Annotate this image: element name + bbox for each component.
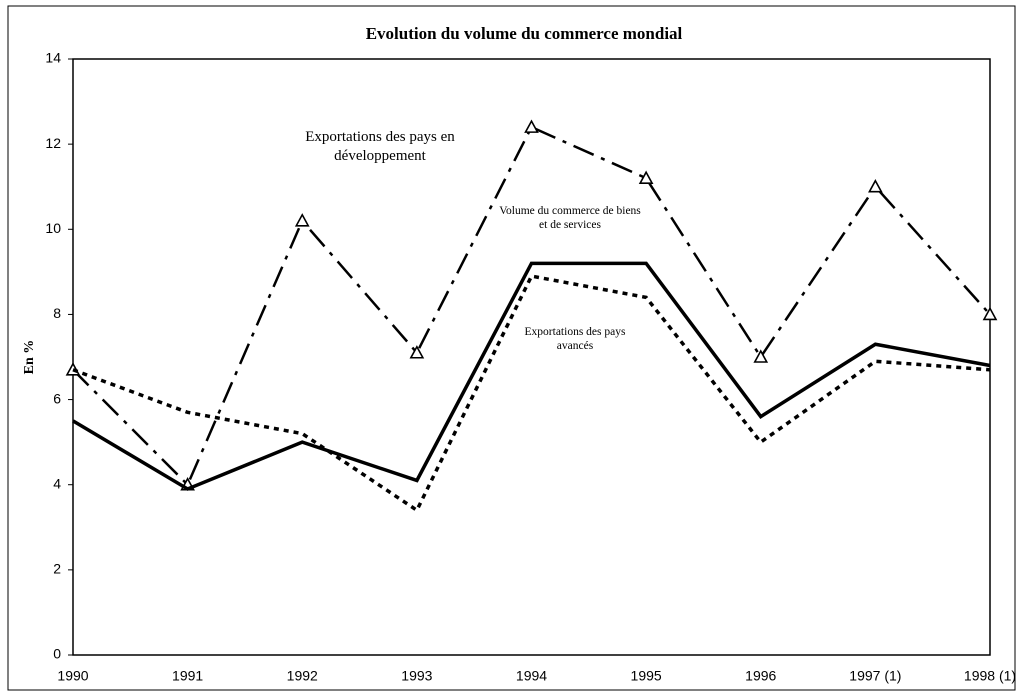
series-line: [72, 261, 991, 491]
triangle-marker: [638, 170, 654, 184]
y-tick-label: 2: [53, 561, 61, 577]
x-tick-label: 1996: [745, 668, 776, 684]
y-tick-label: 6: [53, 390, 61, 406]
triangle-marker: [982, 306, 998, 321]
frame: [7, 5, 1016, 691]
triangle-marker: [409, 345, 425, 359]
triangle-marker: [65, 362, 81, 376]
y-tick-label: 0: [53, 646, 61, 662]
y-axis-label: En %: [22, 340, 37, 375]
series-label: Exportations des pays en développement: [305, 129, 455, 164]
triangle-marker: [524, 119, 539, 133]
triangle-marker: [753, 349, 769, 363]
x-tick-label: 1997 (1): [849, 668, 901, 684]
y-tick-label: 10: [45, 220, 61, 236]
y-tick-label: 12: [45, 135, 61, 151]
triangle-marker: [294, 213, 310, 227]
y-tick-label: 8: [53, 305, 61, 321]
plot-area: [72, 58, 991, 656]
x-tick-label: 1991: [172, 668, 203, 684]
series-label: Exportations des pays avancés: [524, 326, 626, 353]
x-tick-label: 1993: [401, 668, 432, 684]
y-tick-label: 4: [53, 475, 61, 491]
triangle-marker: [868, 179, 883, 193]
series-label: Volume du commerce de biens et de servic…: [499, 205, 641, 232]
chart-title: Evolution du volume du commerce mondial: [366, 24, 683, 43]
series-line: [72, 125, 991, 487]
x-tick-label: 1995: [631, 668, 662, 684]
x-tick-label: 1990: [57, 668, 88, 684]
y-tick-label: 14: [45, 50, 61, 66]
x-tick-label: 1992: [287, 668, 318, 684]
x-tick-label: 1998 (1): [964, 668, 1016, 684]
x-tick-label: 1994: [516, 668, 547, 684]
series-line: [72, 274, 991, 513]
